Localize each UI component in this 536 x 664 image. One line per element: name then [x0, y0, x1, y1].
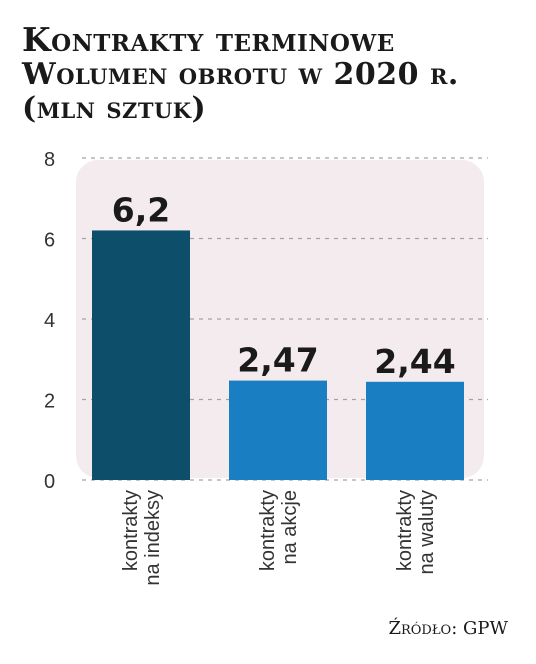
x-axis-label-line: na akcje: [279, 490, 301, 565]
y-tick-label: 0: [44, 471, 55, 493]
x-axis-label-line: kontrakty: [394, 490, 416, 571]
y-tick-label: 2: [44, 391, 55, 413]
y-tick-label: 4: [44, 310, 55, 332]
x-axis-label-line: na indeksy: [142, 490, 164, 586]
value-label: 2,44: [374, 342, 455, 381]
x-axis-label-line: kontrakty: [257, 490, 279, 571]
x-axis-labels: kontrakty na indeksy kontrakty na akcje kont…: [120, 490, 438, 586]
y-tick-label: 6: [44, 230, 55, 252]
bar: [229, 380, 327, 480]
value-label: 6,2: [112, 190, 170, 229]
y-axis-ticks: 0 2 4 6 8: [44, 149, 55, 493]
source-note: Źródło: GPW: [388, 618, 508, 639]
x-axis-label-line: na waluty: [416, 490, 438, 575]
y-tick-label: 8: [44, 149, 55, 171]
bar: [366, 381, 464, 480]
chart-title: Kontrakty terminowe: [22, 20, 395, 59]
bar: [92, 230, 190, 480]
x-axis-label: kontrakty na indeksy: [120, 490, 164, 586]
chart-subtitle: Wolumen obrotu w 2020 r. (mln sztuk): [22, 57, 459, 126]
x-axis-label: kontrakty na waluty: [394, 490, 438, 575]
bars: [92, 230, 464, 480]
x-axis-label-line: kontrakty: [120, 490, 142, 571]
value-label: 2,47: [237, 341, 318, 380]
x-axis-label: kontrakty na akcje: [257, 490, 301, 571]
value-labels: 6,2 2,47 2,44: [112, 190, 456, 380]
